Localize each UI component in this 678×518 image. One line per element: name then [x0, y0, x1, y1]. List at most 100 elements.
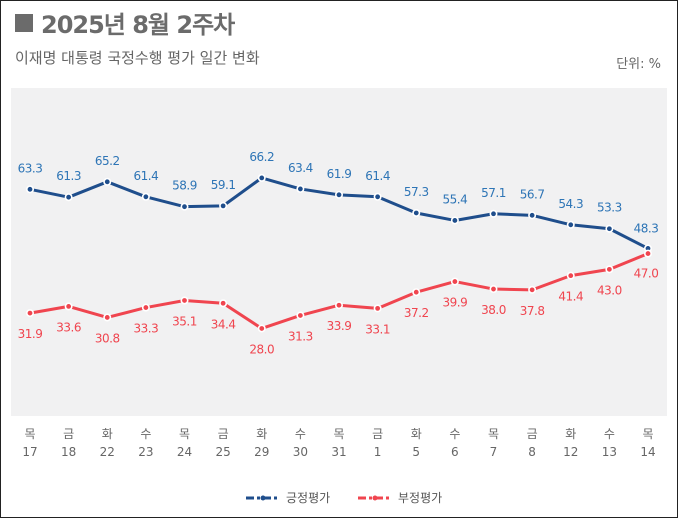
data-label: 38.0 — [481, 303, 506, 317]
x-tick-day: 30 — [293, 445, 308, 459]
square-icon — [15, 14, 33, 32]
data-point — [180, 202, 189, 211]
data-label: 63.4 — [288, 161, 313, 175]
data-point — [64, 302, 73, 311]
data-point — [180, 296, 189, 305]
data-point — [489, 209, 498, 218]
data-label: 65.2 — [95, 154, 120, 168]
x-tick-dow: 화 — [565, 427, 576, 441]
plot-area — [11, 88, 667, 416]
data-label: 55.4 — [443, 192, 468, 206]
x-tick-day: 29 — [254, 445, 269, 459]
data-point — [257, 173, 266, 182]
data-label: 31.9 — [18, 327, 43, 341]
x-tick-dow: 금 — [218, 427, 229, 441]
x-tick-dow: 수 — [449, 427, 460, 441]
unit-label: 단위: % — [616, 57, 661, 72]
chart-title: 2025년 8월 2주차 — [15, 5, 235, 40]
x-tick-day: 1 — [374, 445, 382, 459]
data-label: 28.0 — [249, 342, 274, 356]
data-label: 33.1 — [365, 322, 390, 336]
data-label: 37.8 — [520, 304, 545, 318]
data-label: 39.9 — [443, 296, 468, 310]
x-tick-dow: 목 — [24, 427, 35, 441]
data-label: 41.4 — [558, 290, 583, 304]
data-point — [141, 303, 150, 312]
legend-label: 부정평가 — [398, 491, 442, 505]
legend-marker — [260, 495, 266, 501]
x-tick-day: 25 — [215, 445, 230, 459]
legend-marker — [372, 495, 378, 501]
data-point — [219, 201, 228, 210]
data-label: 33.3 — [134, 322, 159, 336]
x-tick-dow: 목 — [488, 427, 499, 441]
x-tick-day: 17 — [22, 445, 37, 459]
data-point — [643, 249, 652, 258]
data-point — [64, 193, 73, 202]
x-tick-dow: 금 — [63, 427, 74, 441]
x-tick-dow: 목 — [179, 427, 190, 441]
data-point — [450, 216, 459, 225]
data-point — [412, 288, 421, 297]
data-point — [489, 285, 498, 294]
data-label: 33.9 — [327, 319, 352, 333]
x-tick-dow: 수 — [295, 427, 306, 441]
data-label: 43.0 — [597, 283, 622, 297]
data-label: 58.9 — [172, 179, 197, 193]
x-tick-day: 22 — [100, 445, 115, 459]
data-point — [334, 190, 343, 199]
data-label: 35.1 — [172, 314, 197, 328]
x-tick-dow: 화 — [256, 427, 267, 441]
x-tick-day: 8 — [528, 445, 536, 459]
data-label: 59.1 — [211, 178, 236, 192]
data-label: 34.4 — [211, 317, 236, 331]
data-label: 47.0 — [634, 267, 659, 281]
data-label: 57.3 — [404, 185, 429, 199]
x-tick-day: 12 — [563, 445, 578, 459]
data-point — [103, 177, 112, 186]
x-tick-dow: 수 — [140, 427, 151, 441]
x-tick-day: 5 — [412, 445, 420, 459]
data-point — [296, 184, 305, 193]
x-tick-day: 18 — [61, 445, 76, 459]
data-label: 61.9 — [327, 167, 352, 181]
data-point — [257, 324, 266, 333]
data-point — [566, 271, 575, 280]
data-label: 56.7 — [520, 187, 545, 201]
data-point — [528, 285, 537, 294]
x-tick-day: 13 — [602, 445, 617, 459]
x-tick-day: 14 — [640, 445, 655, 459]
x-tick-day: 6 — [451, 445, 459, 459]
data-point — [25, 309, 34, 318]
data-point — [334, 301, 343, 310]
x-tick-dow: 수 — [604, 427, 615, 441]
data-label: 61.4 — [365, 169, 390, 183]
data-label: 54.3 — [558, 197, 583, 211]
x-tick-day: 24 — [177, 445, 192, 459]
data-point — [605, 224, 614, 233]
data-point — [450, 277, 459, 286]
data-point — [25, 185, 34, 194]
data-point — [412, 208, 421, 217]
x-tick-day: 31 — [331, 445, 346, 459]
x-tick-day: 23 — [138, 445, 153, 459]
x-tick-dow: 화 — [411, 427, 422, 441]
data-label: 48.3 — [634, 221, 659, 235]
data-point — [141, 192, 150, 201]
title-text: 2025년 8월 2주차 — [41, 11, 235, 39]
data-label: 61.4 — [134, 169, 159, 183]
data-label: 33.6 — [56, 320, 81, 334]
data-point — [373, 192, 382, 201]
data-label: 30.8 — [95, 331, 120, 345]
data-point — [296, 311, 305, 320]
chart-subtitle: 이재명 대통령 국정수행 평가 일간 변화 — [15, 49, 260, 67]
data-point — [566, 220, 575, 229]
legend-label: 긍정평가 — [286, 491, 330, 505]
x-tick-dow: 화 — [102, 427, 113, 441]
x-tick-day: 7 — [490, 445, 498, 459]
data-label: 37.2 — [404, 306, 429, 320]
data-label: 63.3 — [18, 161, 43, 175]
data-point — [528, 211, 537, 220]
